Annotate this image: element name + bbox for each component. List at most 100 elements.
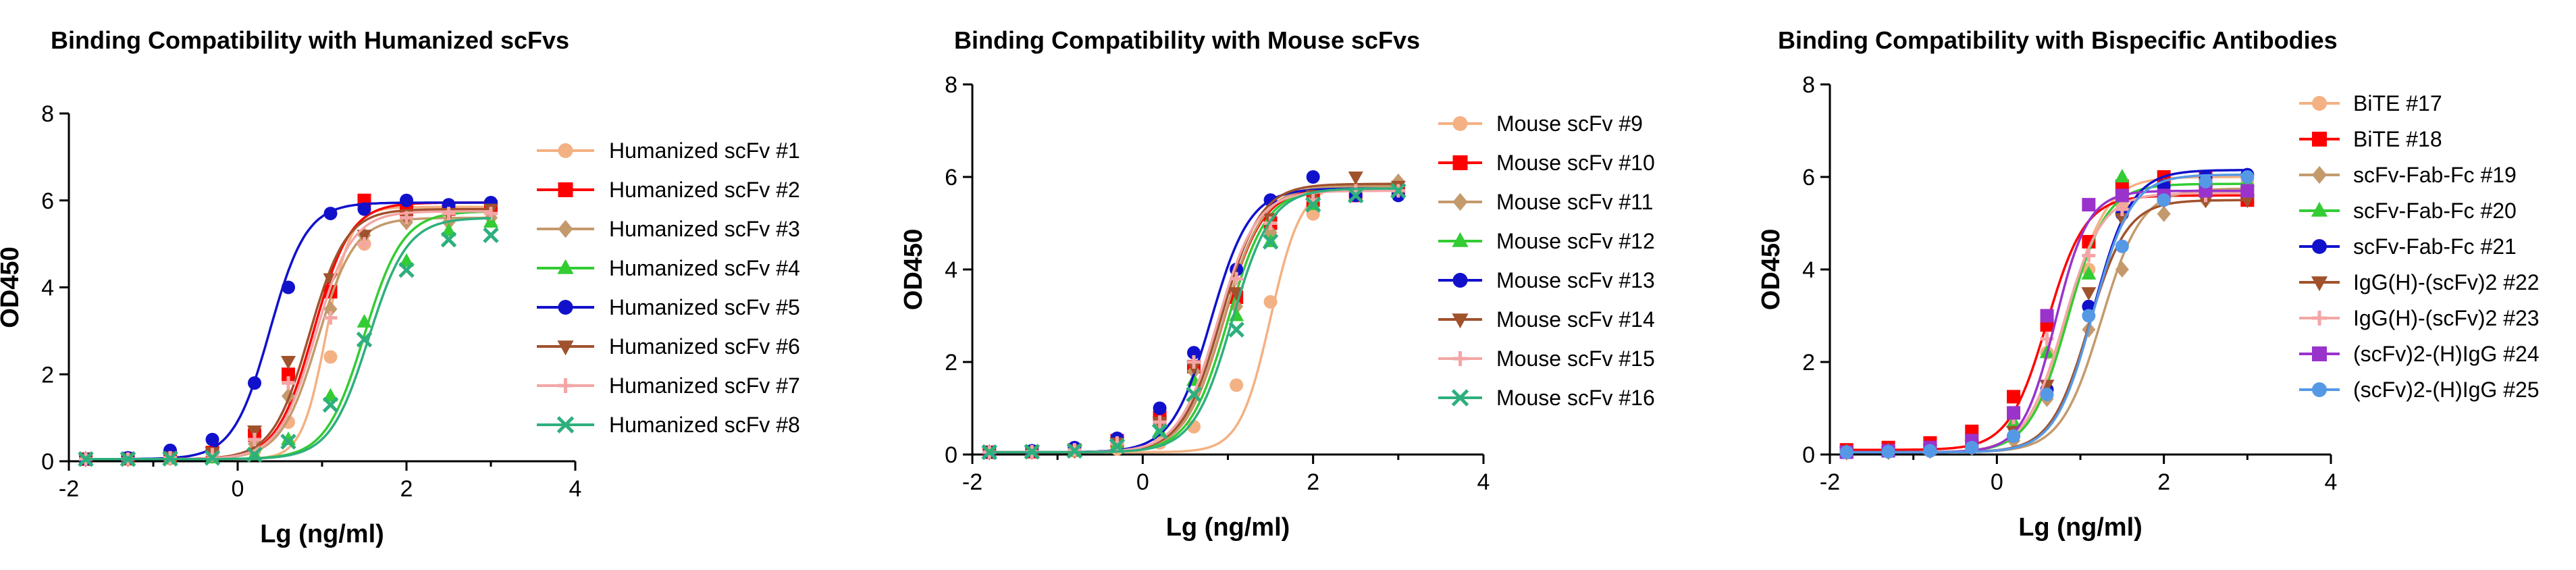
data-point	[323, 207, 338, 221]
legend-label: Mouse scFv #14	[1496, 307, 1655, 332]
legend-label: scFv-Fab-Fc #19	[2353, 163, 2517, 187]
legend-entry: scFv-Fab-Fc #21	[2299, 234, 2517, 259]
legend-label: BiTE #17	[2353, 91, 2442, 115]
data-point	[1187, 346, 1201, 360]
x-tick-label: 0	[232, 476, 244, 502]
data-point	[205, 432, 219, 446]
legend-entry: Mouse scFv #16	[1438, 386, 1655, 410]
data-point	[441, 222, 456, 236]
data-point	[981, 444, 997, 461]
legend-marker	[2312, 382, 2327, 397]
series-3	[982, 173, 1405, 461]
y-tick-label: 8	[1802, 72, 1815, 98]
data-point	[357, 230, 372, 244]
legend-label: Humanized scFv #5	[609, 295, 800, 319]
x-tick-label: -2	[59, 476, 79, 502]
data-point	[2240, 195, 2255, 209]
legend-entry: Humanized scFv #7	[537, 373, 800, 398]
legend-entry: BiTE #17	[2299, 91, 2442, 115]
legend-marker	[1451, 389, 1469, 407]
legend-entry: IgG(H)-(scFv)2 #22	[2299, 270, 2540, 294]
chart-3: Binding Compatibility with Bispecific An…	[1757, 26, 2540, 542]
data-point	[1187, 355, 1201, 369]
legend-entry: Humanized scFv #6	[537, 334, 800, 359]
data-point	[162, 450, 178, 467]
x-axis-label: Lg (ng/ml)	[1166, 513, 1290, 542]
data-point	[2115, 188, 2129, 203]
data-point	[1153, 401, 1167, 415]
y-tick-label: 0	[945, 442, 957, 468]
data-point	[248, 432, 261, 446]
data-point	[2081, 287, 2097, 301]
legend-marker	[558, 143, 573, 158]
x-tick-label: 0	[1136, 469, 1149, 495]
legend-entry: Humanized scFv #3	[537, 217, 800, 241]
chart-title: Binding Compatibility with Humanized scF…	[51, 26, 569, 54]
legend-marker	[1452, 313, 1469, 329]
data-point	[1839, 445, 1854, 459]
x-tick-label: -2	[962, 469, 982, 495]
legend-entry: (scFv)2-(H)IgG #25	[2299, 378, 2540, 402]
legend-marker	[1452, 351, 1468, 366]
data-point	[2082, 299, 2096, 313]
data-point	[323, 311, 338, 325]
y-tick-label: 4	[1802, 257, 1815, 283]
y-tick-label: 6	[945, 165, 957, 190]
data-point	[282, 280, 295, 294]
legend-marker	[1452, 232, 1469, 247]
data-point	[281, 431, 296, 445]
data-point	[282, 367, 295, 382]
legend-label: Mouse scFv #13	[1496, 268, 1655, 292]
data-point	[2240, 170, 2255, 184]
y-tick-label: 8	[41, 101, 54, 127]
legend-label: BiTE #18	[2353, 127, 2442, 151]
data-point	[1347, 187, 1364, 204]
data-point	[1263, 216, 1278, 230]
data-point	[2081, 265, 2097, 280]
data-point	[2007, 429, 2021, 443]
chart-title: Binding Compatibility with Mouse scFvs	[954, 26, 1420, 54]
data-point	[1151, 423, 1168, 440]
data-point	[1306, 170, 1320, 184]
data-point	[1348, 172, 1363, 185]
x-tick-label: 2	[2157, 469, 2170, 495]
chart-title: Binding Compatibility with Bispecific An…	[1778, 26, 2338, 54]
legend-entry: scFv-Fab-Fc #20	[2299, 199, 2517, 223]
data-point	[483, 227, 499, 244]
data-point	[247, 425, 262, 439]
series-fit-line	[86, 217, 492, 461]
legend-label: Mouse scFv #10	[1496, 151, 1655, 175]
legend-entry: Humanized scFv #2	[537, 178, 800, 202]
legend-label: IgG(H)-(scFv)2 #22	[2353, 270, 2540, 294]
legend-label: Humanized scFv #6	[609, 334, 800, 359]
data-point	[1066, 442, 1083, 459]
legend-label: Mouse scFv #11	[1496, 190, 1653, 214]
series-5	[982, 170, 1405, 459]
data-point	[2040, 387, 2054, 401]
legend-entry: Mouse scFv #12	[1438, 229, 1655, 253]
data-point	[2007, 406, 2021, 420]
legend-label: Mouse scFv #9	[1496, 111, 1643, 136]
legend-marker	[1452, 192, 1468, 211]
data-point	[78, 451, 94, 467]
data-point	[1230, 271, 1244, 286]
series-fit-line	[1846, 173, 2248, 454]
data-point	[322, 396, 339, 413]
legend-marker	[2311, 276, 2328, 292]
data-point	[2082, 309, 2096, 323]
y-tick-label: 8	[945, 72, 957, 98]
data-point	[357, 202, 371, 216]
legend-label: Humanized scFv #4	[609, 256, 800, 280]
legend-entry: (scFv)2-(H)IgG #24	[2299, 342, 2540, 366]
data-point	[280, 434, 296, 450]
legend-label: (scFv)2-(H)IgG #24	[2353, 342, 2540, 366]
legend-marker	[2312, 311, 2327, 326]
data-point	[356, 331, 373, 348]
data-point	[246, 446, 263, 463]
data-point	[1923, 444, 1937, 458]
legend-label: Humanized scFv #8	[609, 413, 800, 437]
legend-marker	[556, 416, 575, 434]
legend-entry: Humanized scFv #5	[537, 295, 800, 319]
chart-2: Binding Compatibility with Mouse scFvs 0 2…	[899, 26, 1655, 542]
